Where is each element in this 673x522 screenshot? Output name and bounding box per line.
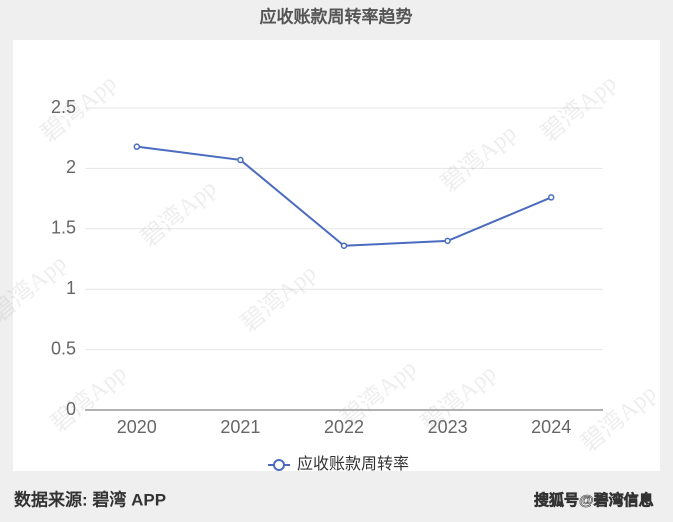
y-tick-label: 0 [66, 399, 76, 419]
point [547, 194, 555, 201]
y-tick-label: 1 [66, 278, 76, 298]
y-tick-label: 0.5 [51, 338, 76, 358]
point [237, 156, 244, 164]
y-tick-label: 2.5 [51, 97, 76, 117]
x-tick-label: 2021 [220, 417, 260, 437]
x-tick-label: 2022 [324, 417, 364, 437]
x-tick-label: 2020 [117, 417, 157, 437]
legend-label: 应收账款周转率 [297, 454, 409, 473]
source: 数据来源: 碧湾 APP [14, 489, 166, 509]
x-tick-label: 2023 [428, 417, 468, 437]
panel [13, 40, 660, 471]
y-tick-label: 2 [66, 157, 76, 177]
legend-marker [273, 459, 285, 471]
chart-title: 应收账款周转率趋势 [260, 6, 413, 26]
point [444, 237, 451, 245]
y-tick-label: 1.5 [51, 218, 76, 238]
point [340, 242, 348, 249]
credit: 搜狐号@碧湾信息 [534, 491, 654, 509]
point [133, 143, 141, 150]
x-tick-label: 2024 [531, 417, 571, 437]
